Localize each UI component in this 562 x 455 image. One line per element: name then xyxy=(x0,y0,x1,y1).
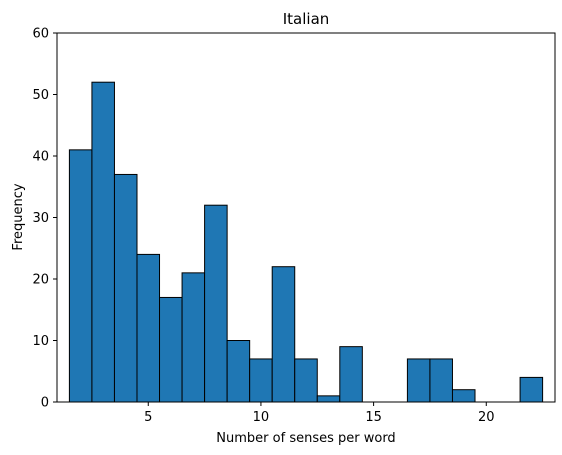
histogram-bar xyxy=(159,296,183,403)
plot-frame xyxy=(56,32,556,403)
histogram-bar xyxy=(451,389,476,403)
histogram-bar xyxy=(249,358,273,403)
y-tick-label: 60 xyxy=(32,27,49,42)
x-tick-label: 15 xyxy=(365,410,382,425)
histogram-bar xyxy=(113,173,138,403)
x-axis-ticks: 5 10 15 20 xyxy=(144,402,495,425)
histogram-bar xyxy=(68,149,93,403)
y-axis-label: Frequency xyxy=(11,183,26,250)
histogram-bar xyxy=(406,358,431,403)
x-tick-label: 5 xyxy=(144,410,152,425)
histogram-bar xyxy=(519,376,544,403)
histogram-bar xyxy=(204,204,228,403)
histogram-bar xyxy=(136,253,161,403)
histogram-bar xyxy=(271,266,296,403)
histogram-bar xyxy=(91,81,115,403)
y-tick-label: 30 xyxy=(32,211,49,226)
histogram-bar xyxy=(316,395,341,403)
x-axis-label: Number of senses per word xyxy=(216,431,395,446)
histogram-bar xyxy=(226,340,251,403)
y-tick-label: 50 xyxy=(32,88,49,103)
x-tick-label: 10 xyxy=(253,410,270,425)
y-tick-label: 0 xyxy=(41,396,49,411)
histogram-bar xyxy=(339,346,363,403)
y-tick-label: 40 xyxy=(32,150,49,165)
histogram-bar xyxy=(429,358,453,403)
histogram-bar xyxy=(294,358,318,403)
histogram-bar xyxy=(181,272,206,403)
chart-title: Italian xyxy=(283,10,330,28)
bars-group xyxy=(68,81,544,403)
x-tick-label: 20 xyxy=(478,410,495,425)
y-tick-label: 10 xyxy=(32,334,49,349)
y-axis-ticks: 0 10 20 30 40 50 60 xyxy=(32,27,57,411)
y-tick-label: 20 xyxy=(32,273,49,288)
